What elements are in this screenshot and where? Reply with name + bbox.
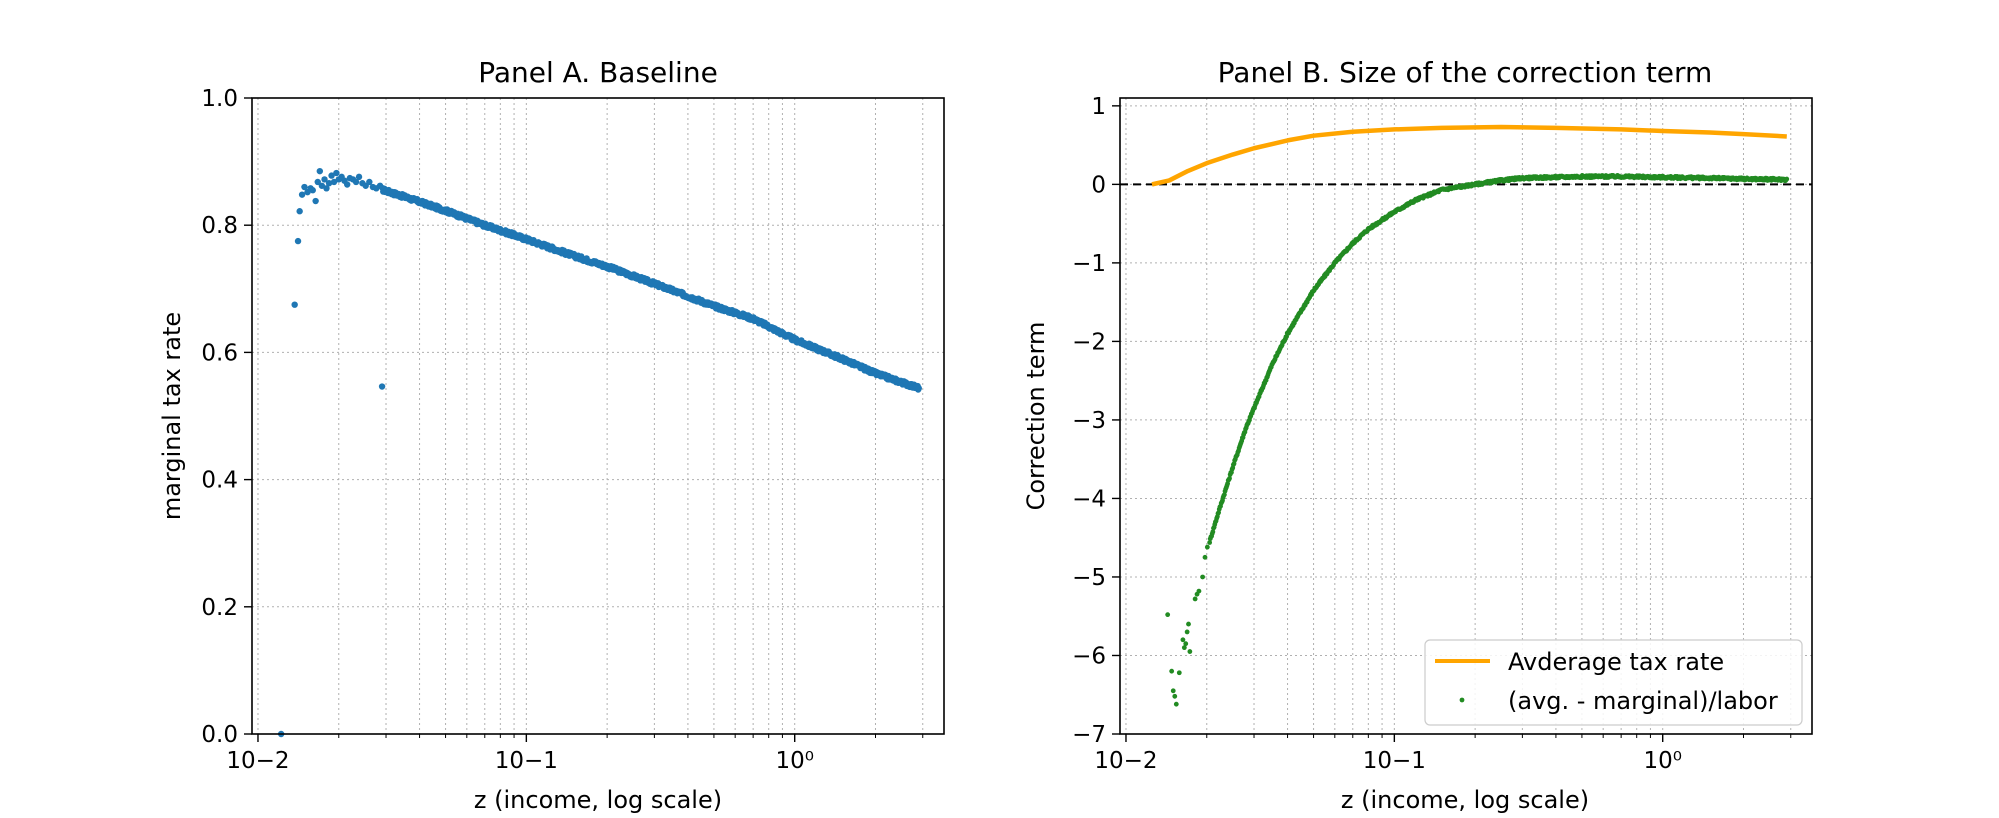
panel-b-grid (1120, 98, 1812, 735)
panel-b-data-point (1204, 544, 1210, 550)
panel-b-data-point (1172, 693, 1178, 699)
panel-a-data-point (343, 181, 351, 188)
panel-a-x-tick-label: 10−1 (495, 748, 558, 774)
panel-a-grid (252, 97, 944, 735)
panel-a-data-point (321, 176, 328, 183)
panel-b-data-point (1196, 588, 1202, 594)
panel-b-data-point (1200, 574, 1206, 580)
panel-b-data (1120, 124, 1812, 707)
panel-b-y-tick-label: −6 (1072, 643, 1106, 669)
panel-a-y-tick-label: 0.4 (201, 468, 238, 494)
panel-b-y-tick-label: 1 (1091, 94, 1106, 120)
panel-a-y-tick-label: 0.2 (201, 595, 238, 621)
panel-b-data-point (1202, 554, 1208, 560)
panel-a-data-point (298, 191, 306, 198)
panel-a-ticks: 10−2 10−1 10⁰ 0.0 0.2 0.4 0.6 0.8 1.0 (201, 86, 924, 774)
panel-b-y-tick-label: −5 (1072, 565, 1106, 591)
panel-b-y-tick-label: −1 (1072, 251, 1106, 277)
legend-label-average: Avderage tax rate (1508, 648, 1724, 676)
panel-a-data-point (330, 178, 338, 186)
panel-b-data-point (1186, 621, 1191, 627)
panel-b-data-point (1192, 596, 1198, 602)
panel-a-xlabel: z (income, log scale) (474, 786, 722, 814)
panel-a-data-point (333, 169, 340, 177)
panel-b-data-point (1176, 670, 1182, 676)
panel-b-y-tick-label: −2 (1072, 329, 1106, 355)
panel-a-y-tick-label: 0.0 (201, 722, 238, 748)
panel-a-data-point (915, 385, 922, 392)
panel-a-ylabel: marginal tax rate (158, 312, 186, 520)
panel-a-y-tick-label: 0.6 (201, 340, 238, 366)
panel-a-data-point (366, 178, 373, 186)
panel-b-series-line (1151, 124, 1787, 187)
panel-a-data-point (291, 301, 298, 308)
panel-a-data-point (314, 178, 321, 186)
panel-b-x-tick-label: 10−2 (1094, 748, 1157, 774)
panel-b-data-point (1207, 540, 1213, 545)
panel-a-data-point (309, 187, 316, 194)
panel-a-data-point (296, 208, 303, 215)
panel-b-data-point (1183, 641, 1189, 647)
panel-a-y-tick-label: 1.0 (201, 86, 238, 112)
panel-a: Panel A. Baseline 10−2 10−1 10⁰ 0.0 0.2 0.4 0.… (158, 56, 945, 814)
panel-a-data-point (316, 167, 324, 175)
panel-a-data-point (301, 183, 308, 191)
panel-b-xlabel: z (income, log scale) (1341, 786, 1589, 814)
panel-b-data-point (1181, 645, 1187, 651)
panel-a-data-point (378, 383, 386, 390)
panel-b-x-tick-label: 10−1 (1363, 748, 1426, 774)
panel-a-frame (251, 97, 945, 735)
legend-swatch-dot (1459, 697, 1465, 703)
panel-a-data-point (294, 237, 302, 245)
panel-b-data-point (1187, 649, 1193, 654)
panel-b-title: Panel B. Size of the correction term (1218, 56, 1713, 89)
panel-b-data-point (1169, 668, 1175, 674)
panel-b-data-point (1165, 612, 1171, 618)
panel-b-data-point (1170, 688, 1176, 694)
panel-a-data-point (325, 180, 333, 187)
panel-b: Panel B. Size of the correction term 10−… (1022, 56, 1813, 814)
panel-b-data-point (1173, 701, 1179, 707)
panel-a-x-tick-label: 10⁰ (775, 748, 814, 774)
panel-b-x-tick-label: 10⁰ (1643, 748, 1682, 774)
panel-b-data-point (1210, 529, 1216, 535)
panel-b-frame (1119, 97, 1813, 735)
panel-b-ticks: 10−2 10−1 10⁰ −7 −6 −5 −4 −3 −2 −1 0 1 (1072, 94, 1792, 774)
panel-b-y-tick-label: −4 (1072, 486, 1106, 512)
panel-b-data-point (1184, 629, 1190, 635)
panel-b-data-point (1180, 637, 1186, 643)
panel-a-x-tick-label: 10−2 (226, 748, 289, 774)
panel-a-data-point (312, 197, 319, 205)
panel-a-data (277, 167, 922, 738)
panel-b-data-point (1227, 475, 1232, 481)
panel-b-ylabel: Correction term (1022, 322, 1050, 511)
panel-a-data-point (323, 185, 330, 192)
panel-a-data-point (352, 178, 360, 186)
panel-b-data-point (1784, 176, 1790, 182)
panel-b-y-tick-label: 0 (1091, 172, 1106, 198)
panel-a-data-point (328, 172, 335, 179)
legend-box (1424, 639, 1803, 726)
legend-label-correction: (avg. - marginal)/labor (1508, 687, 1778, 715)
panel-b-y-tick-label: −3 (1072, 408, 1106, 434)
panel-a-data-point (355, 173, 363, 181)
panel-a-y-tick-label: 0.8 (201, 213, 238, 239)
panel-b-y-tick-label: −7 (1072, 722, 1106, 748)
panel-a-title: Panel A. Baseline (478, 56, 718, 89)
panel-b-legend: Avderage tax rate (avg. - marginal)/labo… (1424, 639, 1803, 726)
